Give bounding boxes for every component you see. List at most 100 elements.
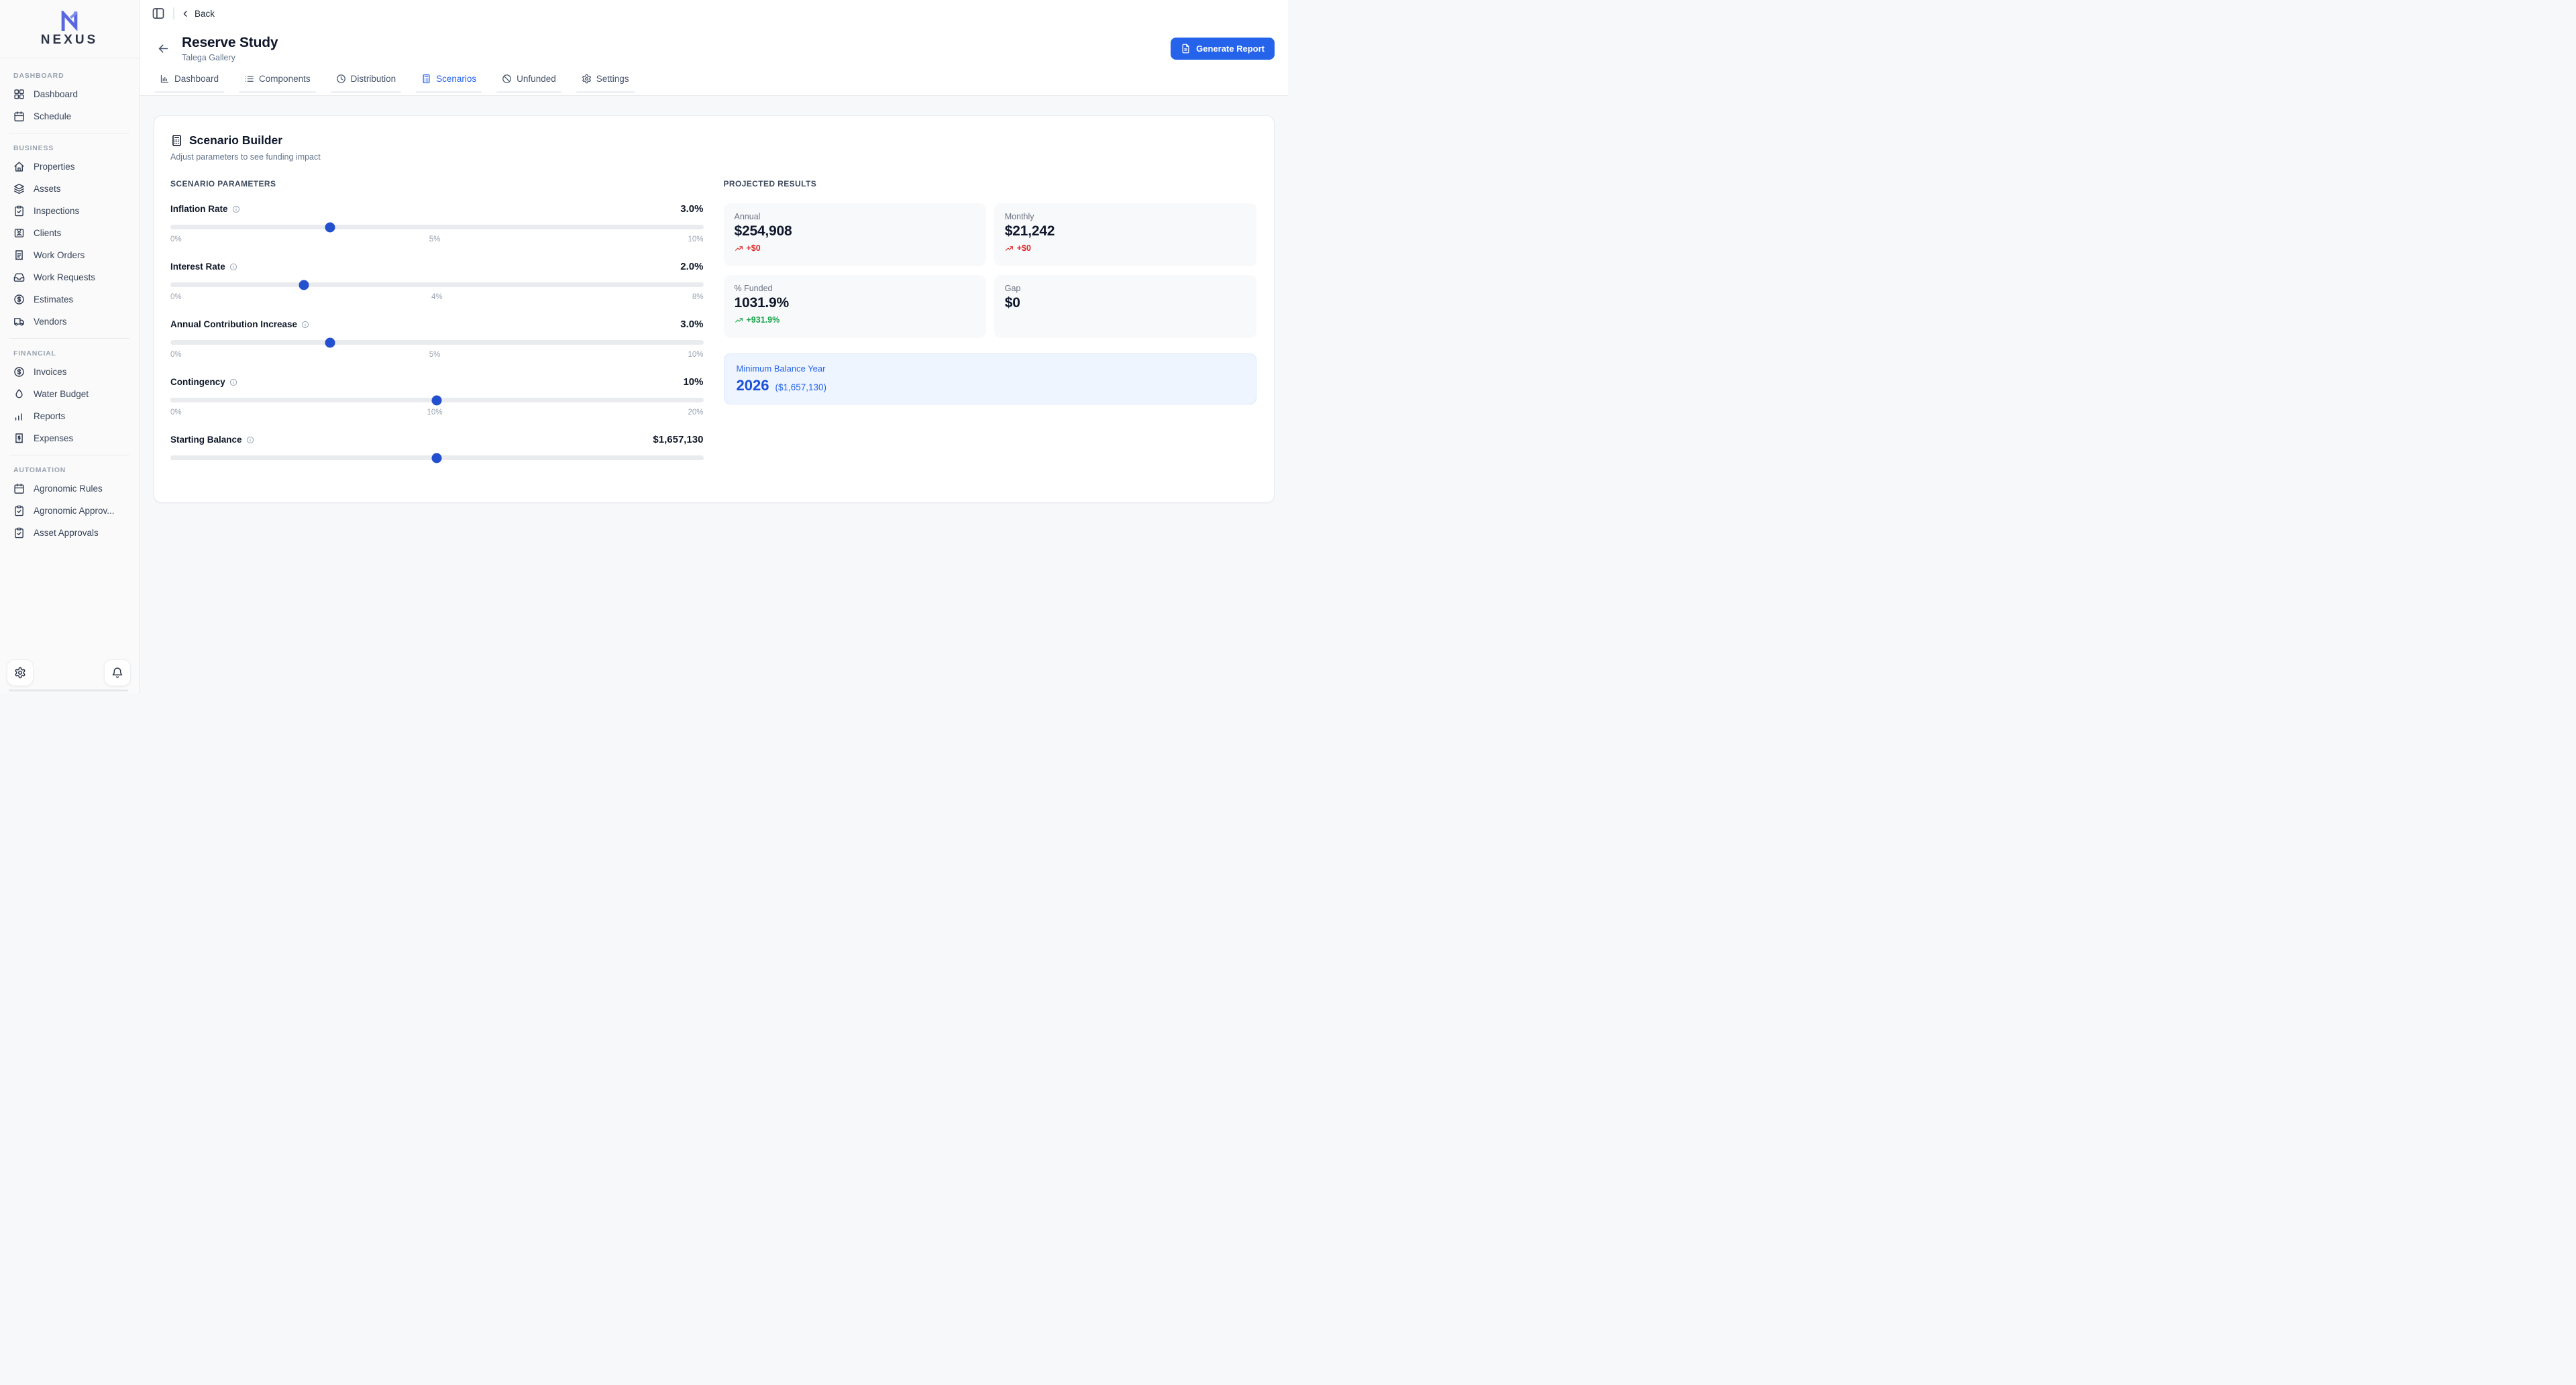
info-icon[interactable] [246, 436, 254, 444]
slider-thumb[interactable] [432, 395, 442, 405]
tab-unfunded[interactable]: Unfunded [500, 65, 557, 95]
sidebar-item-work-orders[interactable]: Work Orders [5, 245, 133, 265]
sidebar-item-reports[interactable]: Reports [5, 406, 133, 426]
result-card-monthly: Monthly $21,242 +$0 [994, 203, 1256, 266]
slider-label: Annual Contribution Increase [170, 319, 297, 329]
chevron-left-icon [181, 9, 190, 18]
slider-track[interactable] [170, 340, 704, 345]
sidebar-item-dashboard[interactable]: Dashboard [5, 84, 133, 104]
sidebar-item-expenses[interactable]: Expenses [5, 428, 133, 448]
sidebar-item-agronomic-rules[interactable]: Agronomic Rules [5, 478, 133, 498]
sidebar-item-invoices[interactable]: Invoices [5, 362, 133, 382]
home-icon [13, 161, 25, 172]
sidebar-item-label: Estimates [34, 294, 73, 304]
nexus-logo-icon [58, 11, 80, 31]
ban-icon [502, 74, 512, 84]
tab-bar: Dashboard Components Distribution Scenar… [140, 65, 1288, 96]
results-grid: Annual $254,908 +$0 Monthly $21,242 +$0 … [724, 203, 1257, 338]
dollar-circle-icon [13, 366, 25, 378]
slider-track[interactable] [170, 455, 704, 460]
sidebar-item-estimates[interactable]: Estimates [5, 289, 133, 309]
tab-settings[interactable]: Settings [580, 65, 631, 95]
slider-value: 3.0% [680, 319, 703, 330]
result-value: $21,242 [1005, 223, 1246, 239]
slider-track[interactable] [170, 282, 704, 287]
tick-label: 10% [688, 351, 703, 359]
brand-logo: NEXUS [0, 0, 139, 58]
clipboard-check-icon [13, 505, 25, 516]
sidebar-item-agronomic-approvals[interactable]: Agronomic Approv... [5, 500, 133, 520]
slider-thumb[interactable] [299, 280, 309, 290]
tab-components[interactable]: Components [243, 65, 312, 95]
page-title: Reserve Study [182, 35, 278, 51]
inbox-icon [13, 272, 25, 283]
tick-label: 4% [431, 293, 443, 301]
info-icon[interactable] [232, 205, 240, 213]
sidebar-item-label: Properties [34, 162, 75, 172]
receipt-dollar-icon [13, 433, 25, 444]
info-icon[interactable] [301, 321, 309, 329]
result-value: 1031.9% [735, 295, 975, 311]
card-title: Scenario Builder [189, 133, 282, 148]
info-icon[interactable] [229, 378, 237, 386]
back-label: Back [195, 9, 215, 19]
tab-label: Distribution [351, 74, 396, 84]
layout-grid-icon [13, 89, 25, 100]
tab-distribution[interactable]: Distribution [335, 65, 398, 95]
slider-thumb[interactable] [325, 222, 335, 232]
calculator-icon [421, 74, 431, 84]
sidebar-section-automation: AUTOMATION [13, 466, 125, 474]
notifications-button[interactable] [104, 659, 131, 686]
settings-button[interactable] [7, 659, 34, 686]
result-label: Gap [1005, 284, 1246, 293]
sidebar-item-clients[interactable]: Clients [5, 223, 133, 243]
sidebar-toggle-button[interactable] [150, 5, 166, 21]
info-icon[interactable] [229, 263, 237, 271]
arrow-left-icon [157, 42, 170, 55]
sidebar-item-assets[interactable]: Assets [5, 178, 133, 199]
slider-thumb[interactable] [432, 453, 442, 463]
sidebar-item-label: Agronomic Approv... [34, 506, 115, 516]
page-subtitle: Talega Gallery [182, 53, 278, 62]
slider-ticks: 0% 5% 10% [170, 351, 704, 359]
sidebar-item-work-requests[interactable]: Work Requests [5, 267, 133, 287]
sidebar-item-vendors[interactable]: Vendors [5, 311, 133, 331]
minimum-balance-card: Minimum Balance Year 2026 ($1,657,130) [724, 353, 1257, 404]
card-header: Scenario Builder [170, 133, 1256, 148]
slider-label: Contingency [170, 377, 225, 387]
trending-up-icon [735, 244, 743, 253]
back-arrow-button[interactable] [156, 41, 171, 56]
bell-icon [111, 667, 123, 679]
sidebar-item-inspections[interactable]: Inspections [5, 201, 133, 221]
result-value: $0 [1005, 295, 1246, 311]
tick-label: 8% [692, 293, 704, 301]
slider-track[interactable] [170, 225, 704, 229]
sidebar-item-label: Agronomic Rules [34, 484, 103, 494]
sidebar-item-asset-approvals[interactable]: Asset Approvals [5, 522, 133, 543]
tick-label: 0% [170, 408, 182, 417]
clock-icon [336, 74, 346, 84]
app-window: NEXUS DASHBOARD Dashboard Schedule BUSIN… [0, 0, 1288, 693]
slider-thumb[interactable] [325, 337, 335, 347]
slider-track[interactable] [170, 398, 704, 402]
result-label: Monthly [1005, 212, 1246, 221]
sidebar-item-label: Schedule [34, 111, 71, 121]
panel-left-icon [152, 7, 165, 20]
sidebar-item-properties[interactable]: Properties [5, 156, 133, 176]
sidebar-item-schedule[interactable]: Schedule [5, 106, 133, 126]
calendar-icon [13, 483, 25, 494]
tick-label: 5% [429, 235, 441, 243]
result-label: % Funded [735, 284, 975, 293]
slider-interest-rate: Interest Rate 2.0% 0% 4% 8% [170, 261, 704, 301]
tab-scenarios[interactable]: Scenarios [420, 65, 478, 95]
tab-dashboard[interactable]: Dashboard [158, 65, 220, 95]
result-delta: +931.9% [735, 315, 975, 325]
result-card-gap: Gap $0 [994, 275, 1256, 338]
title-block: Reserve Study Talega Gallery [182, 35, 278, 62]
receipt-icon [13, 250, 25, 261]
dollar-circle-icon [13, 294, 25, 305]
slider-value: 10% [683, 376, 703, 388]
generate-report-button[interactable]: Generate Report [1171, 38, 1275, 60]
back-button[interactable]: Back [181, 9, 215, 19]
sidebar-item-water-budget[interactable]: Water Budget [5, 384, 133, 404]
